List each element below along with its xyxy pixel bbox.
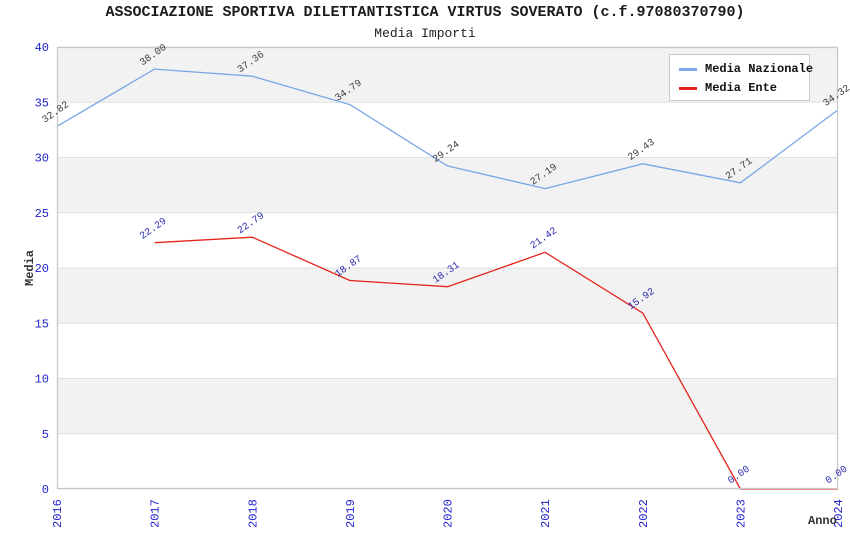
x-tick-label: 2018	[246, 499, 260, 528]
plot-border	[56, 46, 839, 490]
legend-label: Media Nazionale	[705, 62, 814, 76]
x-tick-label: 2024	[832, 499, 846, 528]
x-tick-label: 2021	[539, 499, 553, 528]
chart-subtitle: Media Importi	[374, 26, 476, 41]
x-tick-label: 2017	[149, 499, 163, 528]
x-tick-label: 2023	[734, 499, 748, 528]
y-tick-label: 10	[35, 373, 49, 387]
value-label: 21.42	[529, 226, 560, 252]
legend: Media Nazionale Media Ente	[669, 54, 813, 101]
legend-item-media-ente: Media Ente	[679, 79, 809, 98]
plot-band	[57, 157, 838, 213]
legend-item-media-nazionale: Media Nazionale	[679, 60, 813, 79]
legend-label: Media Ente	[705, 81, 778, 95]
x-tick-label: 2019	[344, 499, 358, 528]
plot-band	[57, 378, 838, 434]
value-label: 22.29	[138, 216, 169, 242]
value-label: 0.00	[727, 464, 753, 487]
x-tick-label: 2016	[51, 499, 65, 528]
value-label: 22.79	[236, 211, 267, 237]
y-tick-label: 5	[42, 428, 49, 442]
x-tick-label: 2020	[442, 499, 456, 528]
y-tick-label: 30	[35, 152, 49, 166]
chart-title: ASSOCIAZIONE SPORTIVA DILETTANTISTICA VI…	[105, 4, 745, 21]
y-tick-label: 40	[35, 41, 49, 55]
x-axis-title: Anno	[808, 514, 837, 528]
y-tick-label: 20	[35, 262, 49, 276]
y-tick-label: 25	[35, 207, 49, 221]
series-line-media-nazionale	[56, 68, 839, 190]
x-tick-label: 2022	[637, 499, 651, 528]
legend-swatch-icon	[679, 68, 697, 71]
y-tick-label: 15	[35, 317, 49, 331]
legend-swatch-icon	[679, 87, 697, 90]
series-line-media-ente	[154, 236, 838, 490]
y-tick-label: 35	[35, 96, 49, 110]
y-axis-title: Media	[23, 249, 37, 287]
plot-band	[57, 268, 838, 324]
y-tick-label: 0	[42, 483, 49, 497]
